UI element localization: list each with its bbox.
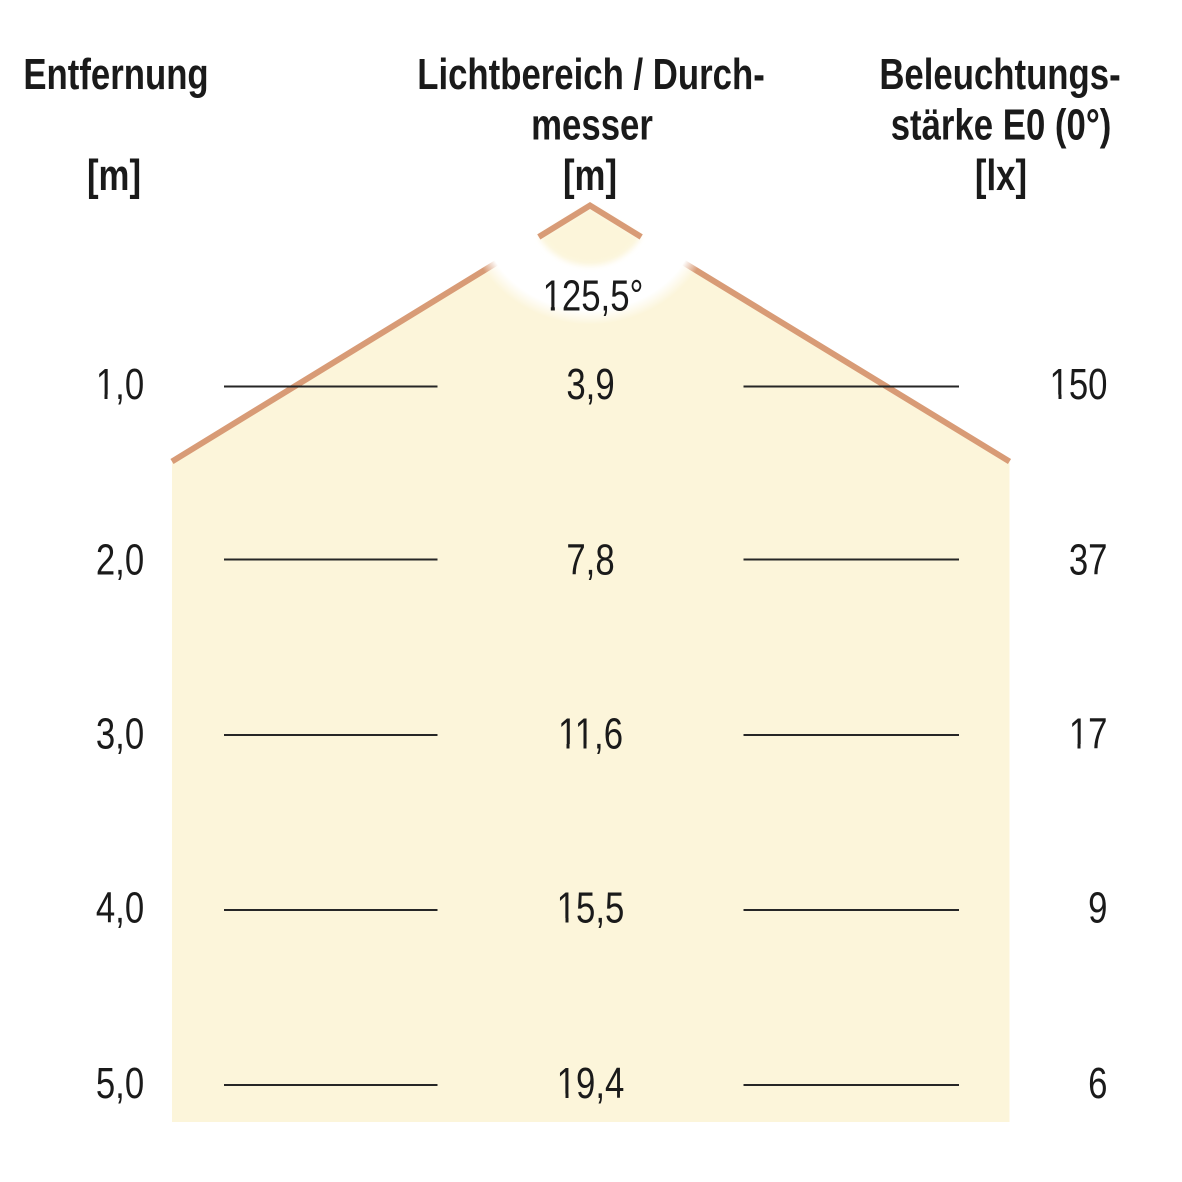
svg-text:[lx]: [lx] xyxy=(975,151,1027,200)
svg-text:Beleuchtungs-: Beleuchtungs- xyxy=(879,50,1120,99)
svg-text:19,4: 19,4 xyxy=(557,1059,625,1108)
svg-text:37: 37 xyxy=(1069,536,1108,585)
svg-text:stärke E0 (0°): stärke E0 (0°) xyxy=(891,101,1112,150)
svg-text:4,0: 4,0 xyxy=(96,884,144,933)
svg-text:2,0: 2,0 xyxy=(96,536,144,585)
svg-text:11,6: 11,6 xyxy=(558,710,623,759)
svg-text:1,0: 1,0 xyxy=(96,360,144,409)
svg-text:3,9: 3,9 xyxy=(566,360,614,409)
svg-text:5,0: 5,0 xyxy=(96,1059,144,1108)
svg-text:messer: messer xyxy=(531,101,653,150)
svg-text:150: 150 xyxy=(1050,360,1108,409)
svg-text:17: 17 xyxy=(1069,710,1108,759)
svg-text:Entfernung: Entfernung xyxy=(23,50,208,99)
svg-text:7,8: 7,8 xyxy=(566,536,614,585)
svg-text:15,5: 15,5 xyxy=(557,884,625,933)
svg-text:[m]: [m] xyxy=(563,151,617,200)
svg-text:9: 9 xyxy=(1088,884,1107,933)
svg-text:6: 6 xyxy=(1088,1059,1107,1108)
svg-text:Lichtbereich / Durch-: Lichtbereich / Durch- xyxy=(417,50,765,99)
svg-text:[m]: [m] xyxy=(87,151,141,200)
svg-text:3,0: 3,0 xyxy=(96,710,144,759)
